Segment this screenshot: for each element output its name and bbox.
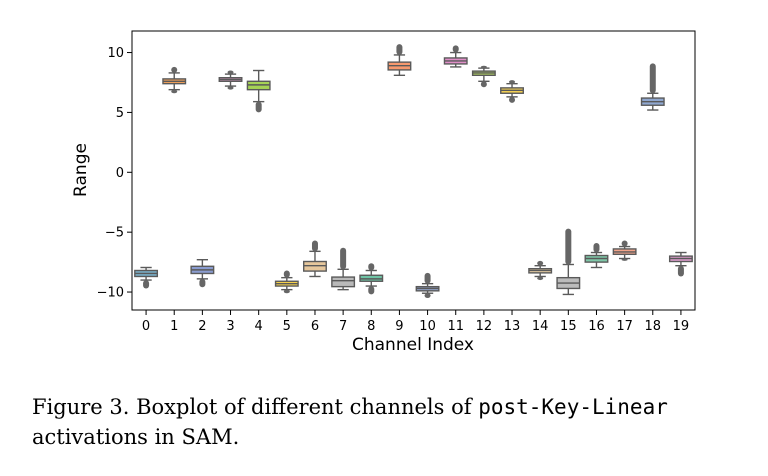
- outliers-upper: [227, 70, 234, 75]
- y-axis-label: Range: [71, 143, 91, 197]
- outliers-lower: [171, 89, 178, 94]
- outliers-upper: [368, 263, 375, 271]
- outliers-upper: [340, 247, 347, 270]
- box-channel-14: [528, 260, 553, 281]
- box-channel-18: [640, 63, 665, 111]
- box-channel-16: [584, 242, 609, 269]
- box-channel-15: [556, 228, 581, 296]
- box-channel-3: [218, 70, 243, 90]
- outliers-lower: [227, 86, 234, 90]
- x-tick-label: 4: [255, 319, 263, 334]
- outliers-upper: [171, 66, 178, 73]
- y-tick-label: −5: [105, 226, 124, 241]
- outliers-lower: [480, 81, 487, 88]
- x-tick-label: 19: [673, 319, 690, 334]
- x-axis: 0 1 2 3 4 5 6 7 8 9 10 11 12 13 14 15 16 17 18 19: [142, 310, 689, 334]
- box-channel-0: [134, 266, 159, 289]
- box-channel-13: [500, 80, 524, 103]
- plot-frame: [131, 30, 696, 311]
- x-tick-label: 8: [367, 319, 375, 334]
- box-channel-2: [190, 259, 215, 288]
- x-tick-label: 0: [142, 319, 150, 334]
- x-tick-label: 18: [645, 319, 662, 334]
- x-tick-label: 14: [532, 319, 549, 334]
- outliers-upper: [565, 228, 572, 265]
- x-tick-label: 2: [198, 319, 206, 334]
- outliers-lower: [621, 258, 628, 261]
- box-channel-4: [246, 69, 271, 113]
- x-tick-label: 3: [226, 319, 234, 334]
- x-tick-label: 11: [447, 319, 464, 334]
- x-tick-label: 7: [339, 319, 347, 334]
- figure-caption: Figure 3. Boxplot of different channels …: [32, 392, 752, 452]
- x-tick-label: 1: [170, 319, 178, 334]
- x-tick-label: 9: [395, 319, 403, 334]
- x-tick-label: 15: [560, 319, 577, 334]
- caption-code: post-Key-Linear: [478, 395, 668, 419]
- outliers-lower: [537, 276, 544, 281]
- box-channel-12: [471, 65, 496, 88]
- box-iqr: [331, 276, 356, 288]
- x-tick-label: 5: [283, 319, 291, 334]
- outliers-upper: [537, 260, 544, 266]
- boxes-layer: [134, 44, 693, 299]
- box-channel-8: [359, 263, 384, 295]
- caption-suffix: activations in SAM.: [32, 425, 240, 449]
- box-channel-11: [443, 45, 468, 68]
- outliers-lower: [368, 286, 375, 295]
- outliers-upper: [452, 45, 459, 53]
- outliers-upper: [593, 242, 600, 253]
- box-channel-7: [331, 247, 356, 291]
- outliers-upper: [424, 272, 431, 284]
- box-channel-17: [612, 240, 637, 261]
- box-channel-19: [668, 251, 693, 277]
- outliers-lower: [283, 289, 290, 294]
- outliers-lower: [199, 278, 206, 288]
- y-tick-label: 5: [116, 106, 124, 121]
- outliers-lower: [143, 280, 150, 289]
- outliers-upper: [649, 63, 656, 94]
- x-tick-label: 16: [588, 319, 605, 334]
- outliers-upper: [283, 270, 290, 278]
- outliers-lower: [424, 293, 431, 299]
- y-axis: 10 5 0 −5 −10: [97, 46, 132, 301]
- box-channel-5: [274, 270, 299, 294]
- outliers-lower: [677, 265, 684, 277]
- box-channel-10: [415, 272, 440, 299]
- x-tick-label: 6: [311, 319, 319, 334]
- outliers-lower: [509, 96, 516, 103]
- outliers-upper: [509, 80, 516, 84]
- box-channel-6: [303, 240, 327, 278]
- x-tick-label: 17: [616, 319, 633, 334]
- x-tick-label: 12: [476, 319, 493, 334]
- y-tick-label: −10: [97, 286, 124, 301]
- y-tick-label: 0: [116, 166, 124, 181]
- caption-prefix: Figure 3. Boxplot of different channels …: [32, 395, 479, 419]
- y-tick-label: 10: [107, 46, 124, 61]
- outliers-upper: [396, 44, 403, 55]
- box-channel-1: [162, 66, 187, 94]
- outliers-upper: [480, 65, 487, 69]
- x-tick-label: 10: [419, 319, 436, 334]
- outliers-lower: [255, 101, 262, 113]
- x-tick-label: 13: [504, 319, 521, 334]
- box-channel-9: [387, 44, 412, 77]
- x-axis-label: Channel Index: [352, 335, 474, 355]
- outliers-upper: [621, 240, 628, 247]
- outliers-upper: [311, 240, 318, 252]
